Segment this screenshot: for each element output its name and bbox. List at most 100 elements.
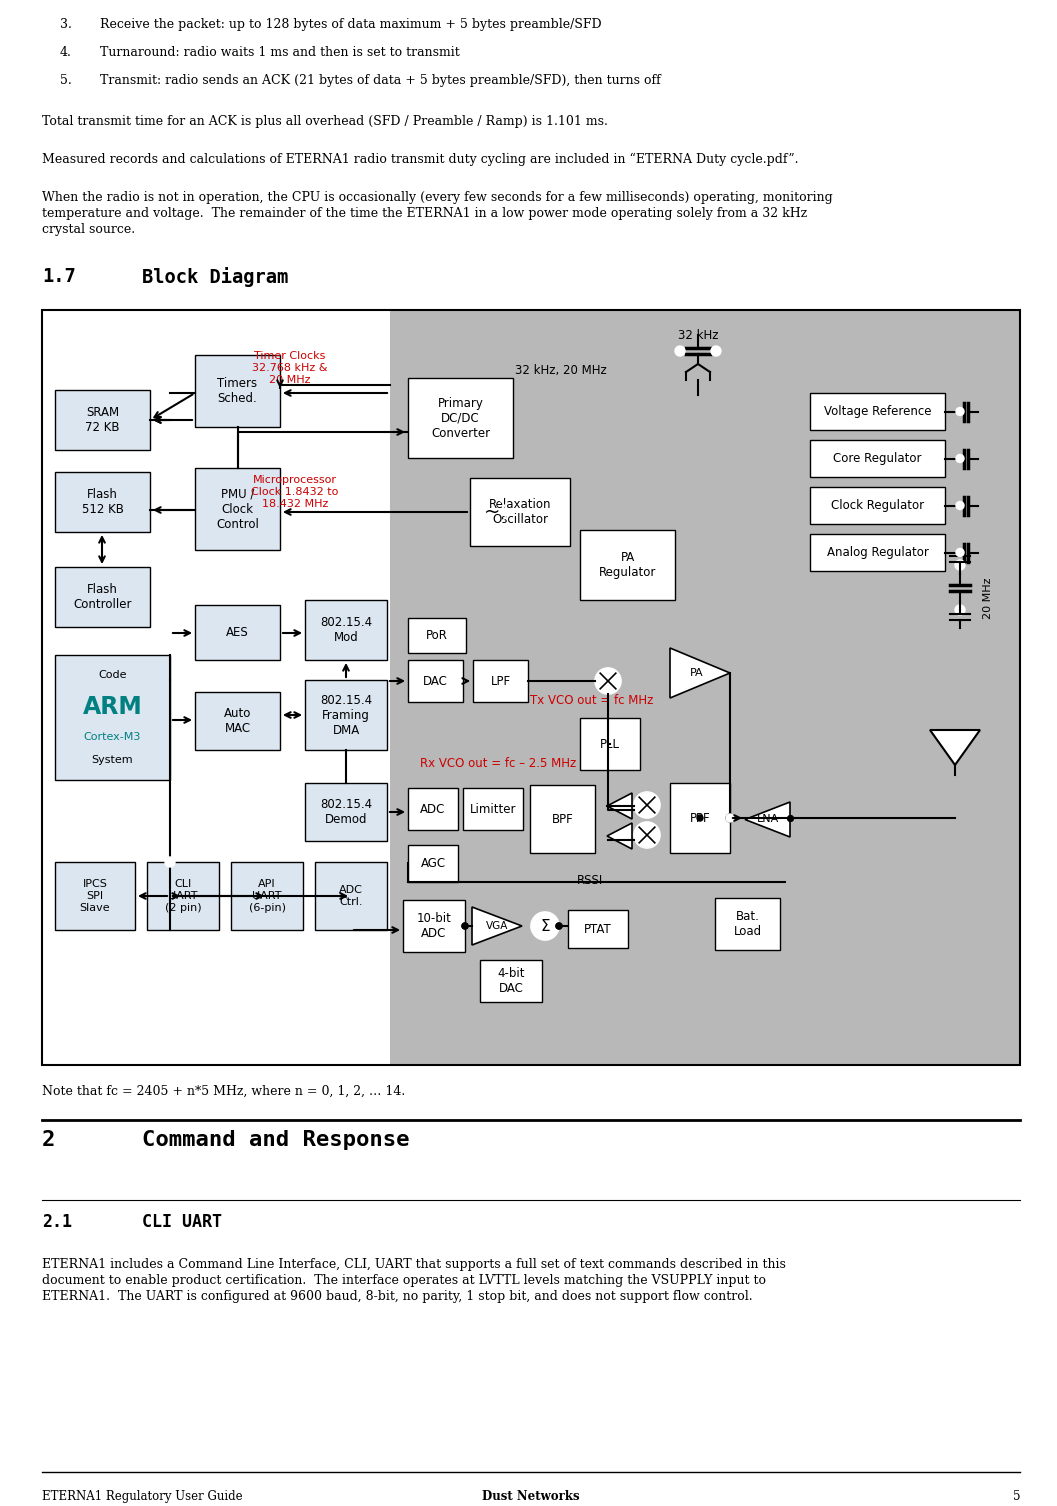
Text: Timers
Sched.: Timers Sched.	[218, 376, 258, 405]
Bar	[408, 378, 513, 458]
Text: Relaxation
Oscillator: Relaxation Oscillator	[488, 498, 552, 526]
Text: 4.: 4.	[60, 47, 72, 59]
Text: 5.: 5.	[60, 74, 72, 87]
Text: BPF: BPF	[552, 813, 573, 825]
Text: 32 kHz: 32 kHz	[678, 328, 719, 342]
Text: 3.: 3.	[60, 18, 72, 32]
Text: Code: Code	[98, 670, 127, 681]
Text: Flash
Controller: Flash Controller	[73, 583, 132, 611]
Text: Total transmit time for an ACK is plus all overhead (SFD / Preamble / Ramp) is 1: Total transmit time for an ACK is plus a…	[42, 114, 608, 128]
Circle shape	[165, 857, 175, 867]
Text: PLL: PLL	[600, 738, 620, 750]
Text: Command and Response: Command and Response	[142, 1130, 409, 1151]
Text: Flash
512 KB: Flash 512 KB	[81, 488, 124, 517]
Text: Tx VCO out = fc MHz: Tx VCO out = fc MHz	[530, 693, 653, 706]
Bar	[194, 691, 280, 750]
Text: Cortex-M3: Cortex-M3	[84, 732, 142, 742]
Text: 802.15.4
Demod: 802.15.4 Demod	[320, 798, 372, 825]
Text: crystal source.: crystal source.	[42, 223, 135, 236]
Circle shape	[726, 815, 734, 822]
Text: Voltage Reference: Voltage Reference	[823, 405, 931, 419]
Circle shape	[462, 923, 468, 929]
Text: Microprocessor
Clock 1.8432 to
18.432 MHz: Microprocessor Clock 1.8432 to 18.432 MH…	[252, 476, 338, 509]
Bar	[810, 486, 945, 524]
Text: PTAT: PTAT	[585, 923, 612, 935]
Text: ADC
Ctrl.: ADC Ctrl.	[339, 886, 363, 907]
Bar	[568, 910, 628, 947]
Circle shape	[956, 501, 964, 509]
Polygon shape	[472, 907, 522, 944]
Text: CLI
UART
(2 pin): CLI UART (2 pin)	[165, 880, 201, 913]
Text: PMU /
Clock
Control: PMU / Clock Control	[216, 488, 259, 530]
Text: Rx VCO out = fc – 2.5 MHz: Rx VCO out = fc – 2.5 MHz	[420, 756, 576, 770]
Circle shape	[711, 346, 721, 355]
Bar	[670, 783, 730, 852]
Bar	[715, 898, 780, 950]
Bar	[470, 477, 570, 547]
Text: SRAM
72 KB: SRAM 72 KB	[86, 407, 119, 434]
Bar	[194, 355, 280, 428]
Text: LNA: LNA	[757, 815, 779, 824]
Circle shape	[956, 548, 964, 557]
Polygon shape	[745, 803, 790, 837]
Bar	[315, 861, 387, 931]
Text: Core Regulator: Core Regulator	[833, 452, 922, 465]
Text: 5: 5	[1013, 1489, 1020, 1503]
Text: Clock Regulator: Clock Regulator	[831, 498, 924, 512]
Text: PPF: PPF	[689, 812, 710, 824]
Text: Bat.
Load: Bat. Load	[734, 910, 761, 938]
Bar	[147, 861, 219, 931]
Text: 2.1: 2.1	[42, 1212, 72, 1230]
Text: Block Diagram: Block Diagram	[142, 267, 289, 288]
Bar	[408, 845, 458, 883]
Bar	[55, 566, 150, 626]
Text: PA
Regulator: PA Regulator	[599, 551, 656, 578]
Polygon shape	[607, 794, 632, 819]
Text: When the radio is not in operation, the CPU is occasionally (every few seconds f: When the radio is not in operation, the …	[42, 191, 833, 203]
Text: Timer Clocks
32.768 kHz &
20 MHz: Timer Clocks 32.768 kHz & 20 MHz	[253, 351, 328, 384]
Bar	[408, 660, 463, 702]
Circle shape	[697, 815, 703, 821]
Text: VGA: VGA	[486, 922, 508, 931]
Polygon shape	[607, 822, 632, 849]
Text: ARM: ARM	[82, 694, 143, 718]
Text: Turnaround: radio waits 1 ms and then is set to transmit: Turnaround: radio waits 1 ms and then is…	[100, 47, 460, 59]
Text: ADC: ADC	[421, 803, 446, 816]
Text: Dust Networks: Dust Networks	[482, 1489, 580, 1503]
Text: API
UART
(6-pin): API UART (6-pin)	[248, 880, 285, 913]
Bar	[408, 617, 466, 654]
Text: DAC: DAC	[423, 675, 448, 688]
Text: AGC: AGC	[421, 857, 446, 870]
Circle shape	[956, 455, 964, 462]
Text: Receive the packet: up to 128 bytes of data maximum + 5 bytes preamble/SFD: Receive the packet: up to 128 bytes of d…	[100, 18, 601, 32]
Circle shape	[956, 560, 965, 569]
Text: 802.15.4
Mod: 802.15.4 Mod	[320, 616, 372, 645]
Circle shape	[556, 923, 562, 929]
Text: 2: 2	[42, 1130, 55, 1151]
Text: Transmit: radio sends an ACK (21 bytes of data + 5 bytes preamble/SFD), then tur: Transmit: radio sends an ACK (21 bytes o…	[100, 74, 661, 87]
Bar	[55, 471, 150, 532]
Bar	[463, 788, 523, 830]
Text: 20 MHz: 20 MHz	[983, 577, 993, 619]
Bar	[55, 390, 150, 450]
Circle shape	[462, 923, 468, 929]
Text: ETERNA1 includes a Command Line Interface, CLI, UART that supports a full set of: ETERNA1 includes a Command Line Interfac…	[42, 1258, 785, 1271]
Bar	[305, 783, 387, 840]
Bar	[390, 310, 1020, 1065]
Bar	[42, 310, 1020, 1065]
Circle shape	[556, 923, 562, 929]
Bar	[530, 785, 595, 852]
Bar	[480, 959, 542, 1001]
Text: Σ: Σ	[540, 919, 550, 934]
Text: ~: ~	[484, 503, 500, 521]
Bar	[580, 718, 639, 770]
Bar	[55, 861, 135, 931]
Bar	[194, 605, 280, 660]
Circle shape	[675, 346, 685, 355]
Text: ETERNA1.  The UART is configured at 9600 baud, 8-bit, no parity, 1 stop bit, and: ETERNA1. The UART is configured at 9600 …	[42, 1291, 753, 1303]
Text: PoR: PoR	[426, 630, 448, 642]
Text: 32 kHz, 20 MHz: 32 kHz, 20 MHz	[515, 363, 607, 376]
Bar	[810, 440, 945, 477]
Text: PA: PA	[690, 669, 704, 678]
Bar	[305, 681, 387, 750]
